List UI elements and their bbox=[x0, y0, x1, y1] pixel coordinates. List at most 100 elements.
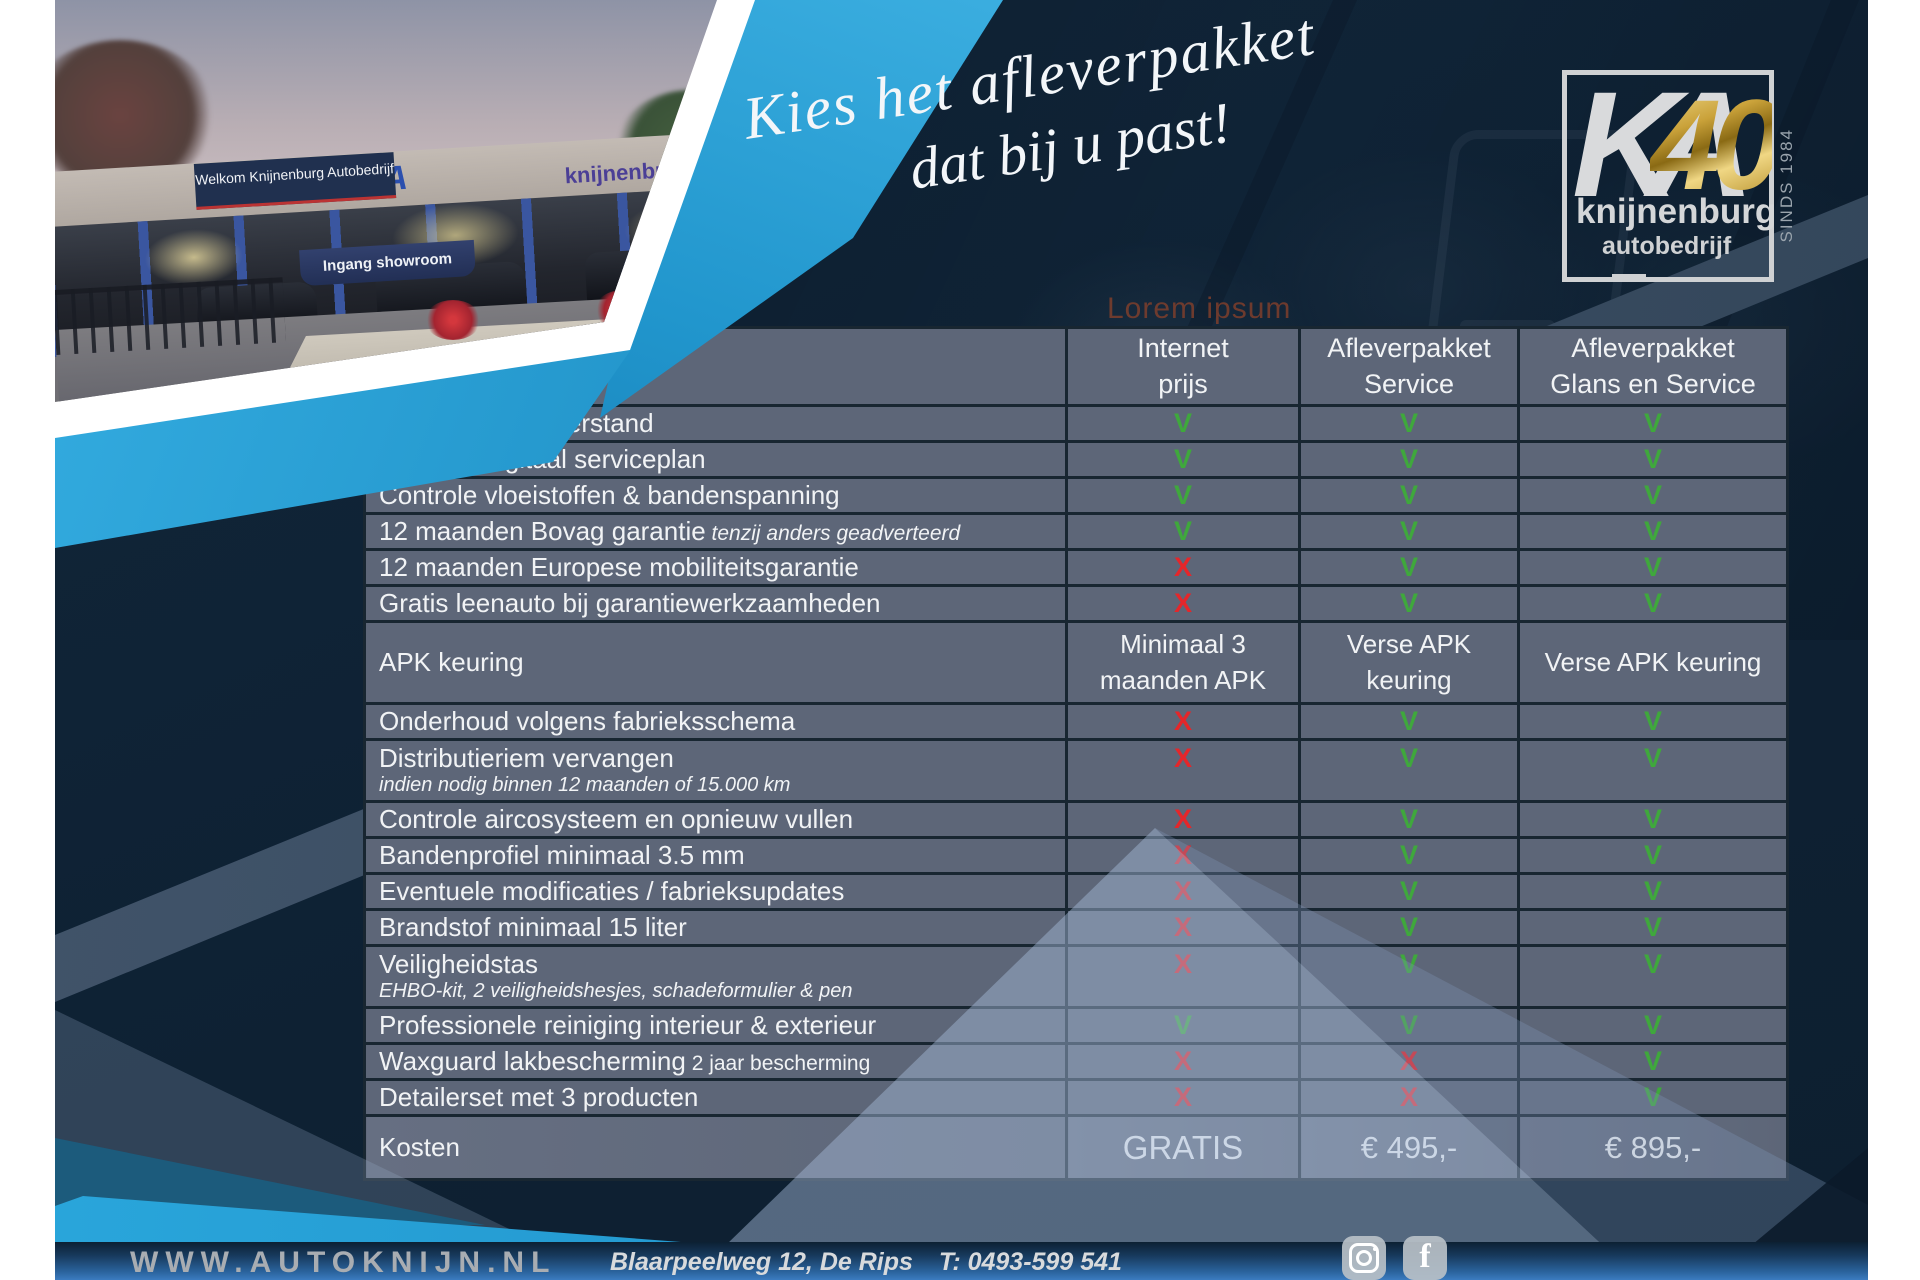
row-label-cell: Detailerset met 3 producten bbox=[363, 1078, 1068, 1117]
address-text: Blaarpeelweg 12, De Rips T: 0493-599 541 bbox=[610, 1248, 1122, 1277]
price-cell: GRATIS bbox=[1065, 1114, 1301, 1181]
table-row: Kosten GRATIS € 495,- € 895,- bbox=[363, 1114, 1789, 1181]
check-mark: V bbox=[1517, 476, 1789, 515]
logo-frame bbox=[1562, 70, 1774, 282]
price-cell: € 495,- bbox=[1298, 1114, 1520, 1181]
check-mark: V bbox=[1517, 512, 1789, 551]
check-mark: V bbox=[1517, 1042, 1789, 1081]
table-row: Distributieriem vervangen indien nodig bi… bbox=[363, 738, 1789, 803]
phone-number: T: 0493-599 541 bbox=[938, 1248, 1122, 1276]
instagram-icon[interactable] bbox=[1342, 1236, 1386, 1280]
row-note-block: EHBO-kit, 2 veiligheidshesjes, schadefor… bbox=[379, 980, 853, 1002]
row-label: Eventuele modificaties / fabrieksupdates bbox=[379, 876, 845, 907]
row-label: Detailerset met 3 producten bbox=[379, 1082, 699, 1113]
row-label-cell: Gratis leenauto bij garantiewerkzaamhede… bbox=[363, 584, 1068, 623]
cross-mark: X bbox=[1065, 908, 1301, 947]
row-label: Distributieriem vervangen bbox=[379, 743, 674, 773]
instagram-dot bbox=[1373, 1247, 1377, 1251]
footer-bar: WWW.AUTOKNIJN.NL Blaarpeelweg 12, De Rip… bbox=[55, 1236, 1868, 1280]
since-1984-text: SINDS 1984 bbox=[1777, 128, 1796, 243]
logo-subname-text: autobedrijf bbox=[1602, 232, 1732, 260]
check-mark: V bbox=[1517, 872, 1789, 911]
check-mark: V bbox=[1517, 702, 1789, 741]
check-mark: V bbox=[1517, 836, 1789, 875]
check-mark: V bbox=[1065, 1006, 1301, 1045]
row-label: 12 maanden Bovag garantie bbox=[379, 516, 706, 547]
row-label: Brandstof minimaal 15 liter bbox=[379, 912, 687, 943]
check-mark: V bbox=[1517, 584, 1789, 623]
check-mark: V bbox=[1065, 512, 1301, 551]
check-mark: V bbox=[1517, 944, 1789, 1009]
check-mark: V bbox=[1298, 1006, 1520, 1045]
row-label: APK keuring bbox=[379, 647, 524, 677]
website-link[interactable]: WWW.AUTOKNIJN.NL bbox=[130, 1246, 557, 1279]
cross-mark: X bbox=[1065, 738, 1301, 803]
logo-company-subname: autobedrijf bbox=[1602, 232, 1774, 290]
column-header: Afleverpakket Glans en Service bbox=[1517, 326, 1789, 407]
cross-mark: X bbox=[1065, 1078, 1301, 1117]
cross-mark: X bbox=[1065, 702, 1301, 741]
check-mark: V bbox=[1517, 404, 1789, 443]
table-row: Eventuele modificaties / fabrieksupdates… bbox=[363, 872, 1789, 911]
text-value-cell: Verse APK keuring bbox=[1517, 620, 1789, 705]
row-label-cell: Bandenprofiel minimaal 3.5 mm bbox=[363, 836, 1068, 875]
check-mark: V bbox=[1298, 702, 1520, 741]
check-mark: V bbox=[1298, 908, 1520, 947]
row-label: Kosten bbox=[379, 1132, 460, 1162]
row-note-inline: 2 jaar bescherming bbox=[685, 1052, 871, 1075]
row-label-cell: 12 maanden Bovag garantie tenzij anders … bbox=[363, 512, 1068, 551]
check-mark: V bbox=[1298, 738, 1520, 803]
row-label: Controle vloeistoffen & bandenspanning bbox=[379, 480, 840, 511]
logo-company-name: knijnenburg bbox=[1576, 192, 1777, 231]
check-mark: V bbox=[1517, 440, 1789, 479]
price-cell: € 895,- bbox=[1517, 1114, 1789, 1181]
table-row: Gratis leenauto bij garantiewerkzaamhede… bbox=[363, 584, 1789, 623]
table-row: 12 maanden Bovag garantie tenzij anders … bbox=[363, 512, 1789, 551]
text-value-cell: Minimaal 3 maanden APK bbox=[1065, 620, 1301, 705]
row-label-cell: Waxguard lakbescherming 2 jaar beschermi… bbox=[363, 1042, 1068, 1081]
table-row: Detailerset met 3 producten X X V bbox=[363, 1078, 1789, 1117]
row-label: Gratis leenauto bij garantiewerkzaamhede… bbox=[379, 588, 881, 619]
column-header: Internet prijs bbox=[1065, 326, 1301, 407]
table-row: Bandenprofiel minimaal 3.5 mm X V V bbox=[363, 836, 1789, 875]
cross-mark: X bbox=[1065, 944, 1301, 1009]
row-label: Professionele reiniging interieur & exte… bbox=[379, 1010, 877, 1041]
check-mark: V bbox=[1065, 404, 1301, 443]
check-mark: V bbox=[1298, 548, 1520, 587]
logo-dash bbox=[1612, 274, 1646, 279]
row-label-cell: Controle vloeistoffen & bandenspanning bbox=[363, 476, 1068, 515]
flyer-background: Lorem ipsum Internet prijs Afleverpakket … bbox=[55, 0, 1868, 1280]
table-row: Controle vloeistoffen & bandenspanning V V… bbox=[363, 476, 1789, 515]
check-mark: V bbox=[1517, 1078, 1789, 1117]
row-label: Onderhoud volgens fabrieksschema bbox=[379, 706, 796, 737]
check-mark: V bbox=[1517, 908, 1789, 947]
row-label-cell: Distributieriem vervangen indien nodig bi… bbox=[363, 738, 1068, 803]
row-label-cell: Controle aircosysteem en opnieuw vullen bbox=[363, 800, 1068, 839]
text-value-cell: Verse APK keuring bbox=[1298, 620, 1520, 705]
table-row: 12 maanden Europese mobiliteitsgarantie X… bbox=[363, 548, 1789, 587]
package-table: Internet prijs Afleverpakket Service Aflev… bbox=[363, 326, 1789, 1181]
facebook-icon[interactable]: f bbox=[1403, 1236, 1447, 1280]
ghost-placeholder-text: Lorem ipsum bbox=[1107, 292, 1292, 325]
check-mark: V bbox=[1517, 1006, 1789, 1045]
package-table-body: Controle kilometerstandVVVControle digit… bbox=[363, 404, 1789, 1181]
instagram-glyph bbox=[1349, 1243, 1379, 1273]
table-row: Controle aircosysteem en opnieuw vullen X… bbox=[363, 800, 1789, 839]
check-mark: V bbox=[1065, 440, 1301, 479]
table-row: Professionele reiniging interieur & exte… bbox=[363, 1006, 1789, 1045]
cross-mark: X bbox=[1065, 800, 1301, 839]
table-row: Controle digitaal serviceplanVVV bbox=[363, 440, 1789, 479]
flower-pot bbox=[425, 300, 481, 340]
cross-mark: X bbox=[1065, 872, 1301, 911]
cross-mark: X bbox=[1065, 584, 1301, 623]
row-label-cell: 12 maanden Europese mobiliteitsgarantie bbox=[363, 548, 1068, 587]
right-white-margin bbox=[1868, 0, 1920, 1280]
check-mark: V bbox=[1517, 800, 1789, 839]
row-label-cell: Brandstof minimaal 15 liter bbox=[363, 908, 1068, 947]
check-mark: V bbox=[1517, 548, 1789, 587]
check-mark: V bbox=[1298, 800, 1520, 839]
cross-mark: X bbox=[1065, 548, 1301, 587]
check-mark: V bbox=[1298, 476, 1520, 515]
